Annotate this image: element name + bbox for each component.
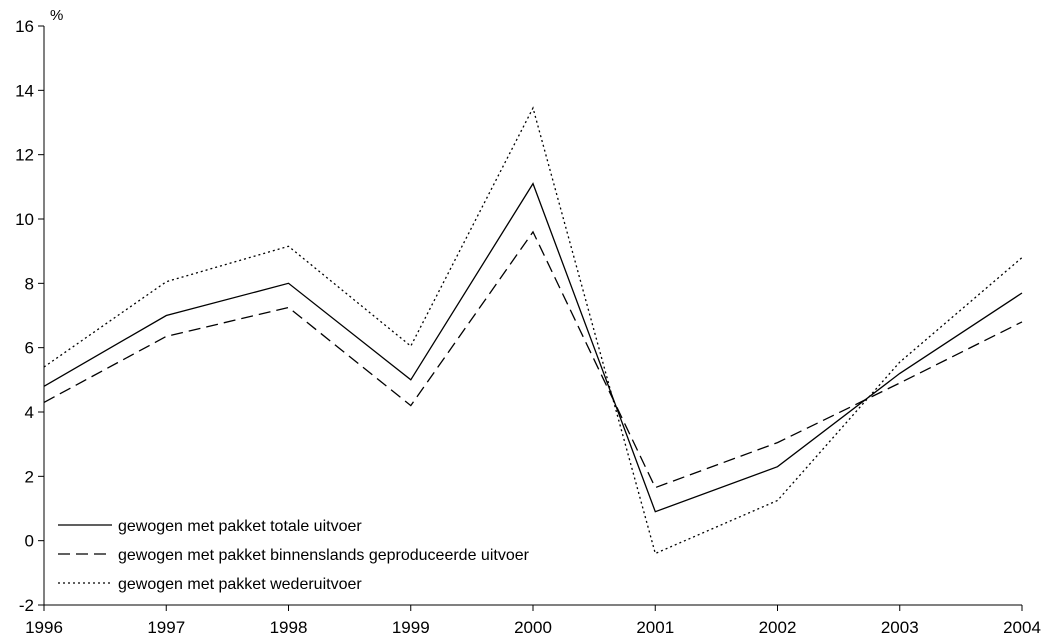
y-tick-label: 4	[25, 403, 34, 422]
legend-label-2: gewogen met pakket binnenslands geproduc…	[118, 547, 530, 564]
x-tick-label: 2002	[759, 618, 797, 637]
y-axis-unit-label: %	[50, 7, 63, 24]
y-tick-label: 14	[15, 81, 34, 100]
x-tick-label: 1998	[270, 618, 308, 637]
y-tick-label: 0	[25, 532, 34, 551]
y-ticks: -2 0 2 4 6 8 10 12 14 16	[15, 17, 44, 615]
y-tick-label: -2	[19, 596, 34, 615]
x-tick-label: 2003	[881, 618, 919, 637]
y-tick-label: 10	[15, 210, 34, 229]
x-tick-label: 2004	[1003, 618, 1041, 637]
y-tick-label: 12	[15, 146, 34, 165]
legend-label-3: gewogen met pakket wederuitvoer	[118, 576, 362, 593]
x-tick-label: 1997	[147, 618, 185, 637]
y-tick-label: 16	[15, 17, 34, 36]
x-tick-label: 2000	[514, 618, 552, 637]
legend: gewogen met pakket totale uitvoer gewogen…	[58, 518, 530, 593]
y-tick-label: 6	[25, 339, 34, 358]
series-lines	[43, 106, 1023, 555]
series-line-3	[43, 106, 1023, 555]
x-tick-label: 2001	[636, 618, 674, 637]
legend-label-1: gewogen met pakket totale uitvoer	[118, 518, 362, 535]
series-line-2	[43, 230, 1023, 489]
y-tick-label: 8	[25, 274, 34, 293]
x-tick-label: 1999	[392, 618, 430, 637]
x-ticks: 1996 1997 1998 1999 2000 2001 2002 2003 2004	[25, 605, 1041, 637]
x-tick-label: 1996	[25, 618, 63, 637]
series-line-1	[43, 182, 1023, 513]
y-tick-label: 2	[25, 467, 34, 486]
axes: -2 0 2 4 6 8 10 12 14 16 1996 1997 1998 1999 2000 2001…	[15, 7, 1041, 637]
